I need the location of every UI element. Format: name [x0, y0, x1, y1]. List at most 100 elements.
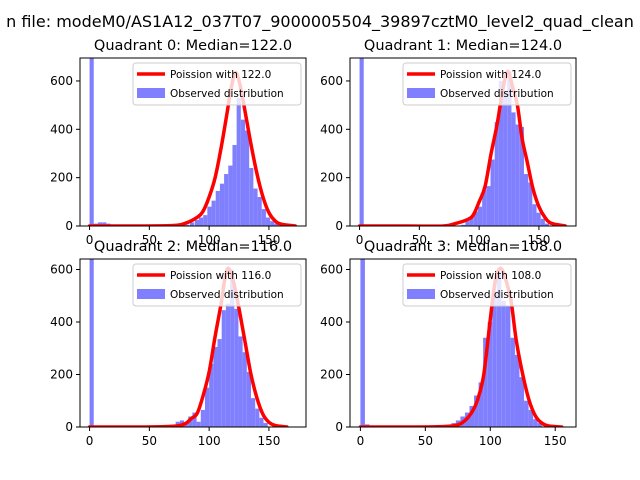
legend-entry-poisson: Poission with 124.0	[440, 69, 541, 81]
legend: Poission with 108.0 Observed distribution	[402, 263, 572, 307]
x-tick-label: 150	[544, 434, 567, 448]
observed-bar	[217, 339, 222, 427]
y-tick-label: 400	[320, 122, 343, 136]
y-tick-label: 200	[320, 171, 343, 185]
observed-bar	[190, 222, 195, 226]
observed-bar	[102, 222, 107, 226]
axes-frame	[79, 258, 307, 428]
legend-bar-swatch	[137, 289, 165, 299]
observed-bar	[505, 306, 511, 427]
y-tick-label: 600	[50, 74, 73, 88]
observed-bar	[221, 310, 226, 427]
x-tick-label: 150	[527, 233, 550, 247]
observed-bar	[473, 211, 478, 226]
observed-bar	[532, 204, 537, 226]
x-tick-label: 0	[86, 233, 94, 247]
observed-bar	[360, 259, 365, 427]
subplot-title: Quadrant 2: Median=116.0	[94, 239, 292, 255]
observed-bar	[242, 352, 247, 427]
observed-bar	[203, 215, 208, 226]
y-tick-label: 0	[335, 219, 343, 233]
observed-bar	[501, 301, 506, 427]
observed-bar	[230, 269, 235, 427]
legend-bar-swatch	[407, 289, 435, 299]
legend: Poission with 124.0 Observed distribution	[402, 62, 572, 106]
x-tick-label: 50	[418, 434, 433, 448]
legend-entry-observed: Observed distribution	[440, 88, 554, 100]
legend-box	[132, 62, 302, 106]
x-tick-label: 100	[479, 434, 502, 448]
plot-area	[87, 58, 297, 226]
observed-bar	[228, 165, 233, 226]
subplot-quadrant-1: 0 50 100 150 0 200 400 600 Quadrant 1: Median=12…	[320, 38, 577, 247]
x-tick-label: 50	[142, 233, 157, 247]
legend-box	[402, 263, 572, 307]
observed-bar	[224, 174, 229, 226]
observed-bar	[519, 377, 525, 427]
observed-bar	[503, 90, 508, 226]
subplot-title: Quadrant 1: Median=124.0	[364, 38, 562, 54]
observed-bar	[469, 406, 475, 427]
observed-bar	[194, 219, 199, 226]
observed-bar	[253, 188, 258, 226]
observed-bar	[185, 224, 190, 226]
y-tick-label: 200	[50, 368, 73, 382]
legend-entry-poisson: Poission with 122.0	[170, 69, 271, 81]
subplot-title: Quadrant 0: Median=122.0	[94, 38, 292, 54]
subplot-title: Quadrant 3: Median=108.0	[364, 239, 562, 255]
subplot-quadrant-2: 0 50 100 150 0 200 400 600 Quadrant 2: Median=11…	[50, 239, 307, 448]
observed-bar	[250, 398, 256, 427]
observed-bar	[461, 224, 466, 226]
observed-bar	[236, 97, 241, 226]
observed-bar	[486, 186, 491, 226]
axes-frame	[349, 258, 577, 428]
observed-bar	[240, 119, 246, 226]
y-tick-label: 400	[50, 315, 73, 329]
observed-bar	[207, 206, 212, 226]
observed-bar	[496, 272, 502, 427]
x-tick-label: 0	[356, 233, 364, 247]
observed-bar	[211, 200, 216, 226]
legend-bar-swatch	[407, 88, 435, 98]
observed-bar	[482, 189, 487, 226]
legend: Poission with 122.0 Observed distribution	[132, 62, 302, 106]
y-tick-label: 600	[320, 74, 343, 88]
legend-entry-poisson: Poission with 116.0	[170, 270, 271, 282]
x-tick-label: 150	[257, 434, 280, 448]
x-tick-label: 100	[468, 233, 491, 247]
observed-bar	[263, 423, 268, 427]
y-tick-label: 200	[320, 368, 343, 382]
observed-bar	[478, 382, 484, 427]
observed-bar	[492, 293, 497, 427]
observed-bar	[536, 212, 541, 226]
observed-bar	[192, 412, 197, 427]
observed-bar	[469, 216, 474, 226]
observed-bar	[261, 209, 266, 226]
legend-entry-observed: Observed distribution	[170, 289, 284, 301]
legend-entry-observed: Observed distribution	[440, 289, 554, 301]
observed-bar	[238, 336, 243, 427]
observed-bar	[89, 58, 94, 226]
legend-box	[132, 263, 302, 307]
y-tick-label: 600	[320, 263, 343, 277]
observed-bar	[196, 421, 201, 427]
observed-bar	[359, 58, 364, 226]
observed-bar	[515, 124, 520, 226]
observed-bar	[89, 259, 94, 427]
legend-entry-observed: Observed distribution	[170, 88, 284, 100]
observed-bar	[234, 308, 239, 427]
x-tick-label: 100	[198, 434, 221, 448]
observed-bar	[511, 112, 516, 226]
legend: Poission with 116.0 Observed distribution	[132, 263, 302, 307]
y-tick-label: 0	[65, 219, 73, 233]
observed-bar	[274, 223, 279, 226]
x-tick-label: 100	[198, 233, 221, 247]
y-tick-label: 600	[50, 263, 73, 277]
observed-bar	[524, 400, 529, 427]
observed-bar	[544, 223, 550, 226]
observed-bar	[528, 409, 534, 427]
observed-bar	[198, 217, 204, 226]
observed-bar	[270, 221, 275, 226]
observed-bar	[219, 183, 225, 226]
observed-bar	[204, 387, 210, 427]
